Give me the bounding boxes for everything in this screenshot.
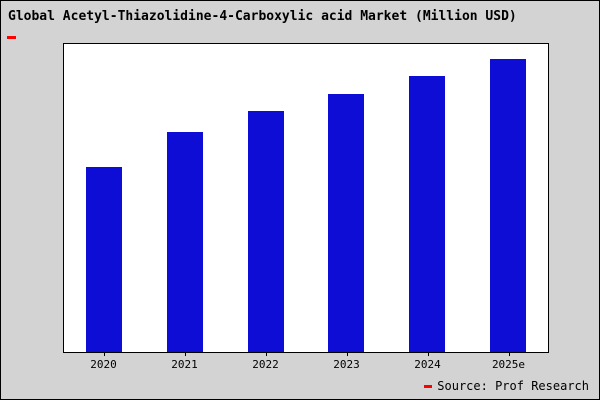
x-axis-label-2025e: 2025e: [491, 352, 527, 371]
chart-title: Global Acetyl-Thiazolidine-4-Carboxylic …: [8, 9, 517, 24]
x-axis-label-text: 2023: [333, 358, 360, 371]
red-accent-mark-top: [7, 36, 16, 39]
x-axis-label-text: 2022: [252, 358, 279, 371]
bar-2025e: [489, 58, 526, 352]
x-axis-label-text: 2021: [171, 358, 198, 371]
bar-2020: [86, 167, 123, 352]
x-axis-label-2023: 2023: [329, 352, 365, 371]
x-axis-tick: [427, 352, 429, 356]
bar-2022: [247, 111, 284, 352]
x-axis-labels: 2020 2021 2022 2023 2024 2025e: [63, 352, 549, 371]
x-axis-label-text: 2025e: [491, 358, 526, 371]
x-axis-label-2024: 2024: [410, 352, 446, 371]
x-axis-label-text: 2024: [414, 358, 441, 371]
source-row: Source: Prof Research: [424, 379, 589, 393]
red-accent-mark-source: [424, 384, 433, 388]
x-axis-label-2021: 2021: [167, 352, 203, 371]
x-axis-tick: [184, 352, 186, 356]
bar-2021: [166, 132, 203, 352]
bar-2024: [408, 76, 445, 352]
x-axis-label-2022: 2022: [248, 352, 284, 371]
x-axis-label-2020: 2020: [86, 352, 122, 371]
bar-2023: [328, 93, 365, 352]
source-label: Source: Prof Research: [437, 379, 589, 393]
x-axis-tick: [103, 352, 105, 356]
x-axis-tick: [508, 352, 510, 356]
x-axis-label-text: 2020: [90, 358, 117, 371]
plot-area: [63, 43, 549, 353]
x-axis-tick: [265, 352, 267, 356]
x-axis-tick: [346, 352, 348, 356]
